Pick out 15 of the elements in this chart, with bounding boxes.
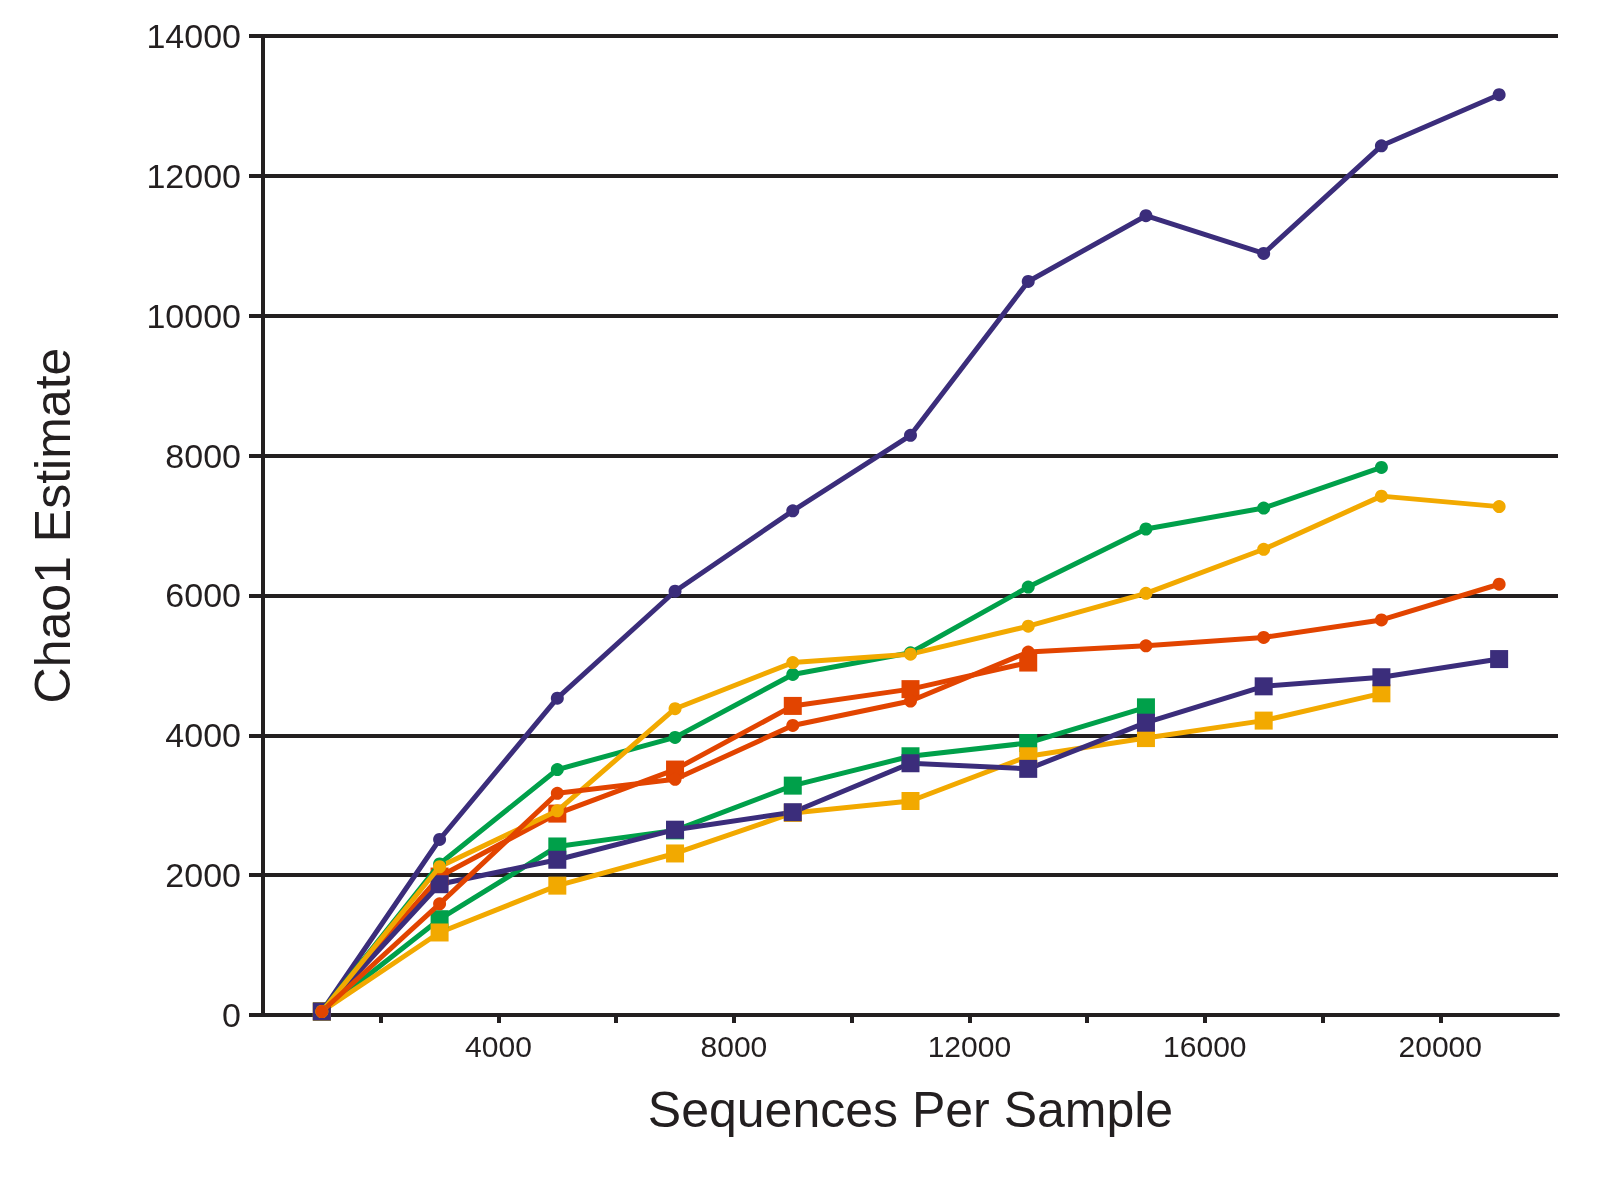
y-tick-label: 0: [222, 996, 241, 1034]
x-tick-label: 4000: [465, 1029, 532, 1063]
y-axis-title: Chao1 Estimate: [25, 347, 81, 704]
y-tick-label: 4000: [165, 716, 241, 755]
x-tick-label: 8000: [700, 1029, 768, 1063]
y-tick-label: 12000: [146, 156, 241, 195]
y-tick-label: 2000: [165, 856, 241, 895]
x-tick-label: 20000: [1398, 1029, 1482, 1063]
y-tick-label: 14000: [146, 17, 241, 55]
y-tick-label: 6000: [165, 576, 241, 615]
x-axis-title: Sequences Per Sample: [647, 1082, 1174, 1138]
y-tick-label: 10000: [146, 296, 241, 335]
x-tick-label: 16000: [1163, 1029, 1247, 1063]
x-tick-label: 12000: [927, 1029, 1012, 1063]
y-tick-label: 8000: [165, 436, 241, 475]
